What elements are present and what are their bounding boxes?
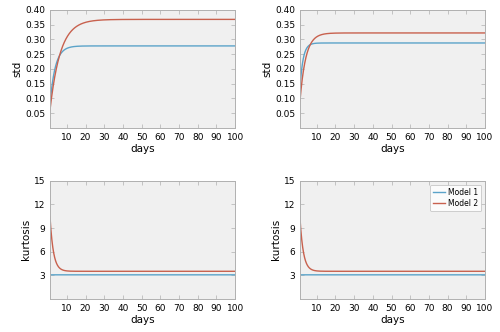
- Model 1: [382, 273, 388, 277]
- Model 2: [482, 269, 488, 273]
- Model 1: [476, 273, 482, 277]
- X-axis label: days: days: [130, 144, 155, 154]
- X-axis label: days: days: [380, 315, 405, 325]
- Model 1: [482, 273, 488, 277]
- Model 2: [426, 269, 432, 273]
- Line: Model 2: Model 2: [299, 200, 485, 271]
- Model 2: [442, 269, 448, 273]
- X-axis label: days: days: [130, 315, 155, 325]
- Model 1: [386, 273, 392, 277]
- X-axis label: days: days: [380, 144, 405, 154]
- Model 1: [296, 273, 302, 277]
- Model 2: [476, 269, 482, 273]
- Y-axis label: kurtosis: kurtosis: [271, 219, 281, 261]
- Y-axis label: std: std: [262, 61, 272, 77]
- Y-axis label: kurtosis: kurtosis: [21, 219, 31, 261]
- Model 2: [386, 269, 392, 273]
- Model 1: [442, 273, 448, 277]
- Model 2: [476, 269, 482, 273]
- Legend: Model 1, Model 2: Model 1, Model 2: [430, 185, 481, 211]
- Model 1: [306, 273, 312, 277]
- Model 2: [296, 198, 302, 202]
- Y-axis label: std: std: [12, 61, 22, 77]
- Model 2: [306, 265, 312, 269]
- Model 2: [382, 269, 388, 273]
- Model 1: [476, 273, 482, 277]
